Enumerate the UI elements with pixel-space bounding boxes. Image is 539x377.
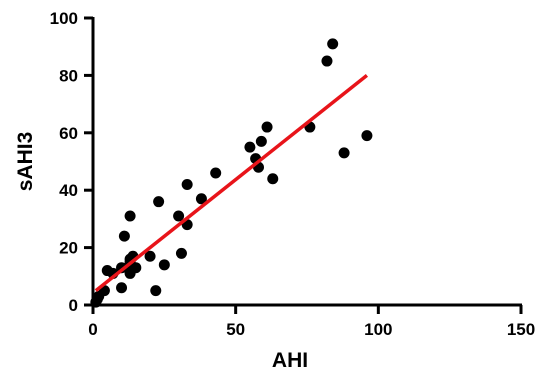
data-point: [116, 282, 128, 294]
data-point: [244, 141, 256, 153]
x-tick-label: 50: [226, 320, 245, 339]
x-ticks: 0 50 100 150: [88, 305, 535, 339]
data-point: [124, 210, 136, 222]
data-point: [255, 135, 267, 147]
data-point: [327, 38, 339, 50]
data-point: [150, 285, 162, 297]
data-point: [158, 259, 170, 271]
y-tick-label: 0: [69, 296, 78, 315]
data-point: [267, 173, 279, 185]
x-tick-label: 150: [507, 320, 535, 339]
data-point: [261, 121, 273, 133]
data-point: [321, 55, 333, 67]
x-axis-title: AHI: [272, 349, 308, 372]
data-point: [175, 247, 187, 259]
x-tick-label: 100: [364, 320, 392, 339]
y-tick-label: 40: [59, 181, 78, 200]
y-ticks: 0 20 40 60 80 100: [50, 9, 93, 315]
y-tick-label: 60: [59, 124, 78, 143]
data-point: [338, 147, 350, 159]
data-point: [130, 262, 142, 274]
data-point: [153, 196, 165, 208]
data-point: [144, 250, 156, 262]
y-tick-label: 100: [50, 9, 78, 28]
data-point: [173, 210, 185, 222]
data-point: [195, 193, 207, 205]
data-points: [90, 38, 373, 308]
data-point: [118, 230, 130, 242]
y-axis-title: sAHI3: [14, 132, 37, 192]
axes: [91, 17, 522, 307]
y-tick-label: 80: [59, 66, 78, 85]
data-point: [210, 167, 222, 179]
data-point: [361, 130, 373, 142]
x-tick-label: 0: [88, 320, 97, 339]
regression-line: [94, 74, 369, 293]
data-point: [181, 178, 193, 190]
y-tick-label: 20: [59, 239, 78, 258]
